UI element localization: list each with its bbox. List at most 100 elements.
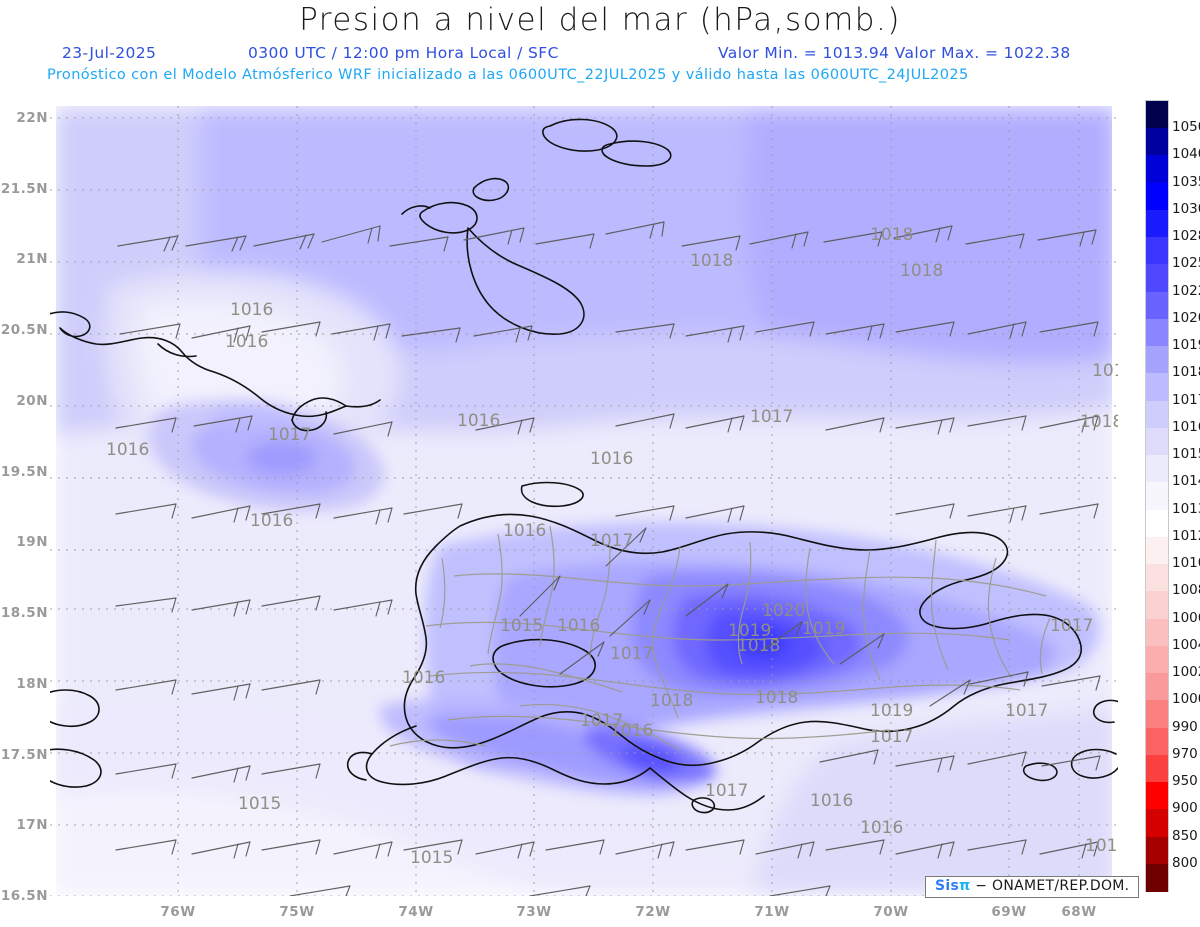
colorbar-tick-label: 1019 (1172, 337, 1200, 354)
colorbar-swatch (1146, 346, 1168, 374)
colorbar-swatch (1146, 863, 1168, 892)
y-axis-tick-label: 19N (16, 534, 48, 551)
colorbar-tick-label: 990 (1172, 718, 1198, 735)
contour-label: 1016 (590, 449, 633, 469)
colorbar-swatch (1146, 427, 1168, 456)
colorbar-tick-label: 1020 (1172, 309, 1200, 326)
y-axis-tick-label: 21N (16, 251, 48, 268)
colorbar-swatch (1146, 700, 1168, 729)
contour-label: 1017 (580, 711, 623, 731)
contour-label: 1016 (610, 721, 653, 741)
colorbar-swatch (1146, 182, 1168, 211)
x-axis-tick-label: 76W (160, 904, 196, 920)
contour-label: 1017 (1050, 616, 1093, 636)
contour-label: 1017 (268, 425, 311, 445)
colorbar-swatch (1146, 155, 1168, 184)
province-boundaries (389, 525, 1051, 751)
colorbar-tick-label: 1013 (1172, 500, 1200, 517)
contour-label: 1015 (500, 616, 543, 636)
contour-label: 1015 (238, 794, 281, 814)
value-min-max: Valor Min. = 1013.94 Valor Max. = 1022.3… (718, 44, 1071, 62)
y-axis-tick-label: 20N (16, 392, 48, 409)
contour-label: 1018 (1080, 412, 1118, 432)
contour-label: 1017 (1005, 701, 1048, 721)
colorbar-swatch (1146, 128, 1168, 157)
x-axis: 76W 75W 74W 73W 72W 71W 70W 69W 68W (50, 898, 1118, 926)
contour-label: 1016 (230, 300, 273, 320)
x-axis-tick-label: 74W (398, 904, 434, 920)
colorbar-swatch (1146, 727, 1168, 756)
forecast-valid-time: 0300 UTC / 12:00 pm Hora Local / SFC (248, 44, 559, 62)
y-axis-tick-label: 20.5N (0, 322, 48, 339)
contour-label: 1018 (755, 688, 798, 708)
x-axis-tick-label: 68W (1061, 904, 1097, 920)
sea-level-pressure-map: 1016 1016 1016 1016 1016 1018 1018 1018 1017 1017… (50, 106, 1118, 896)
chart-title: Presion a nivel del mar (hPa,somb.) (299, 2, 901, 38)
contour-label: 1017 (610, 644, 653, 664)
contour-label: 1019 (870, 701, 913, 721)
contour-label: 1018 (650, 691, 693, 711)
y-axis-tick-label: 19.5N (0, 463, 48, 480)
contour-label: 1017 (750, 407, 793, 427)
colorbar-tick-label: 1050 (1172, 119, 1200, 136)
colorbar-swatch (1146, 754, 1168, 783)
x-axis-tick-label: 69W (991, 904, 1027, 920)
contour-label: 1018 (900, 261, 943, 281)
colorbar-tick-label: 970 (1172, 745, 1198, 762)
model-description: Pronóstico con el Modelo Atmósferico WRF… (47, 67, 969, 83)
colorbar-tick-label: 1025 (1172, 255, 1200, 272)
y-axis-tick-label: 17N (16, 817, 48, 834)
contour-label: 1016 (810, 791, 853, 811)
colorbar-swatch (1146, 291, 1168, 320)
colorbar-tick-label: 1002 (1172, 664, 1200, 681)
colorbar-swatch (1146, 482, 1168, 511)
contour-label: 1016 (106, 440, 149, 460)
forecast-date: 23-Jul-2025 (62, 44, 157, 62)
y-axis-tick-label: 17.5N (0, 746, 48, 763)
colorbar-tick-label: 1000 (1172, 691, 1200, 708)
colorbar-tick-label: 1017 (1172, 391, 1200, 408)
x-axis-tick-label: 75W (279, 904, 315, 920)
colorbar-swatch (1146, 782, 1168, 810)
contour-label: 1017 (705, 781, 748, 801)
y-axis-tick-label: 21.5N (0, 180, 48, 197)
contour-label: 1016 (402, 668, 445, 688)
colorbar-tick-label: 1018 (1172, 364, 1200, 381)
agency-label: − ONAMET/REP.DOM. (975, 878, 1130, 894)
y-axis-tick-label: 22N (16, 110, 48, 126)
contour-labels: 1016 1016 1016 1016 1016 1018 1018 1018 1017 1017… (106, 225, 1118, 868)
map-plot-area: 1016 1016 1016 1016 1016 1018 1018 1018 1017 1017… (50, 106, 1118, 896)
contour-label: 1019 (802, 619, 845, 639)
colorbar-swatch (1146, 101, 1168, 129)
colorbar-tick-label: 800 (1172, 854, 1198, 871)
contour-label: 1017 (590, 531, 633, 551)
contour-label: 1018 (737, 636, 780, 656)
colorbar-tick-label: 1028 (1172, 228, 1200, 245)
contour-label: 1018 (1092, 361, 1118, 381)
colorbar-tick-label: 900 (1172, 800, 1198, 817)
colorbar-tick-label: 850 (1172, 827, 1198, 844)
colorbar-swatch (1146, 400, 1168, 429)
colorbar-tick-label: 950 (1172, 773, 1198, 790)
contour-label: 1016 (457, 411, 500, 431)
colorbar-swatch (1146, 836, 1168, 865)
coastlines (50, 118, 1118, 814)
x-axis-tick-label: 72W (635, 904, 671, 920)
colorbar-swatch (1146, 373, 1168, 402)
contour-label: 1018 (690, 251, 733, 271)
colorbar-tick-label: 1004 (1172, 636, 1200, 653)
wind-barbs (115, 221, 1101, 896)
contour-label: 1020 (762, 601, 805, 621)
pressure-shading-haiti (379, 697, 717, 796)
contour-label: 1018 (870, 225, 913, 245)
contour-label: 1015 (410, 848, 453, 868)
y-axis: 22N 21.5N 21N 20.5N 20N 19.5N 19N 18.5N 18N 17.5N… (0, 106, 48, 904)
colorbar-swatch (1146, 509, 1168, 538)
contour-label: 1016 (860, 818, 903, 838)
colorbar-tick-label: 1030 (1172, 200, 1200, 217)
x-axis-tick-label: 71W (754, 904, 790, 920)
contour-label: 1016 (557, 616, 600, 636)
colorbar-tick-label: 1014 (1172, 473, 1200, 490)
contour-label: 1016 (225, 332, 268, 352)
colorbar-tick-label: 1016 (1172, 418, 1200, 435)
